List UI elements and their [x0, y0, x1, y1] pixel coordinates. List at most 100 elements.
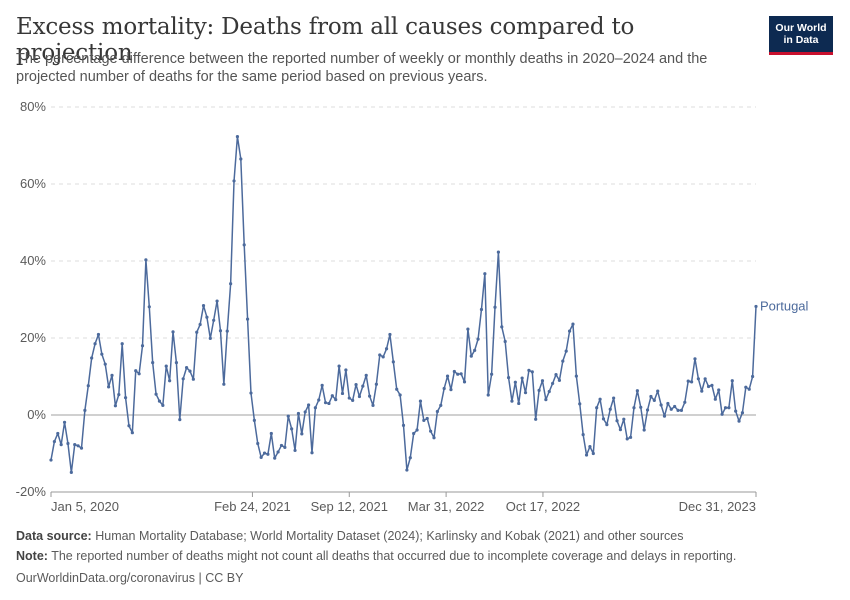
data-point [171, 330, 175, 334]
data-point [734, 409, 738, 413]
data-point [473, 348, 477, 352]
data-point [584, 453, 589, 457]
data-point [452, 369, 456, 374]
data-point [527, 368, 531, 372]
data-point [232, 179, 236, 183]
data-source: Data source: Human Mortality Database; W… [16, 529, 836, 543]
data-point [300, 432, 304, 436]
data-point [245, 317, 250, 321]
data-point [188, 369, 192, 373]
data-point [296, 411, 301, 416]
data-point [466, 327, 470, 331]
chart-title: Excess mortality: Deaths from all causes… [16, 14, 635, 66]
data-point [693, 357, 697, 361]
data-point [456, 372, 460, 376]
data-point [517, 401, 521, 406]
data-point [69, 470, 73, 474]
data-point [103, 362, 107, 366]
data-point [523, 391, 528, 395]
data-point [161, 403, 165, 407]
data-point [208, 336, 212, 340]
x-tick-label: Sep 12, 2021 [311, 499, 388, 514]
data-point [317, 398, 321, 402]
y-tick-label: 40% [20, 253, 46, 268]
data-point [395, 387, 399, 391]
data-point [483, 272, 487, 276]
data-source-label: Data source: [16, 529, 92, 543]
credit-link[interactable]: OurWorldinData.org/coronavirus | CC BY [16, 571, 244, 585]
data-point [422, 418, 426, 422]
data-point [283, 445, 287, 449]
data-point [123, 396, 128, 400]
data-point [747, 387, 751, 391]
data-point [235, 135, 240, 139]
data-point [425, 416, 429, 421]
data-point [435, 409, 439, 414]
y-tick-label: 80% [20, 99, 46, 114]
data-point [510, 399, 514, 403]
data-point [605, 423, 609, 427]
data-point [612, 396, 616, 400]
data-point [690, 380, 694, 384]
data-point [381, 355, 385, 359]
data-point [140, 344, 145, 348]
data-point [561, 359, 565, 363]
data-point [127, 424, 131, 428]
data-point [184, 366, 189, 370]
owid-logo[interactable]: Our World in Data [769, 16, 833, 55]
data-point [79, 446, 84, 450]
data-point [147, 305, 151, 309]
data-point [56, 431, 60, 436]
data-point [496, 250, 500, 254]
data-point [337, 364, 341, 368]
logo-line-2: in Data [783, 34, 819, 46]
data-point [201, 304, 206, 308]
data-note: Note: The reported number of deaths migh… [16, 549, 836, 563]
data-point [554, 372, 558, 377]
data-point [662, 414, 667, 418]
data-point [225, 329, 229, 333]
data-point [354, 382, 358, 387]
data-point [530, 370, 534, 374]
data-point [723, 406, 728, 410]
data-point [679, 408, 684, 412]
data-point [110, 373, 114, 377]
chart-subtitle: The percentage difference between the re… [16, 51, 708, 85]
data-point [52, 439, 56, 444]
data-point [429, 429, 433, 433]
data-point [310, 451, 314, 455]
data-point [330, 394, 334, 398]
data-point [100, 352, 104, 356]
data-point [730, 379, 734, 383]
data-point [666, 401, 670, 406]
data-note-text: The reported number of deaths might not … [51, 549, 737, 563]
data-point [652, 398, 656, 402]
data-point [49, 458, 53, 462]
data-point [198, 322, 202, 327]
data-source-text: Human Mortality Database; World Mortalit… [95, 529, 684, 543]
data-point [490, 372, 494, 376]
data-point [493, 305, 497, 309]
data-point [259, 455, 263, 459]
data-point [751, 374, 755, 379]
data-point [398, 393, 402, 397]
data-point [574, 374, 578, 378]
data-point [618, 428, 623, 432]
data-point [476, 337, 480, 341]
data-point [239, 157, 243, 161]
data-point [269, 431, 273, 436]
data-point [418, 399, 423, 403]
x-tick-label: Mar 31, 2022 [408, 499, 485, 514]
data-point [706, 384, 711, 389]
data-point [117, 393, 121, 397]
data-point [639, 405, 643, 409]
data-point [144, 258, 148, 262]
data-point [73, 443, 77, 447]
data-point [598, 397, 602, 401]
x-tick-label: Dec 31, 2023 [679, 499, 756, 514]
series-portugal[interactable]: Portugal [49, 135, 809, 474]
data-point [276, 450, 280, 454]
data-point [212, 318, 216, 322]
data-point [361, 384, 365, 388]
